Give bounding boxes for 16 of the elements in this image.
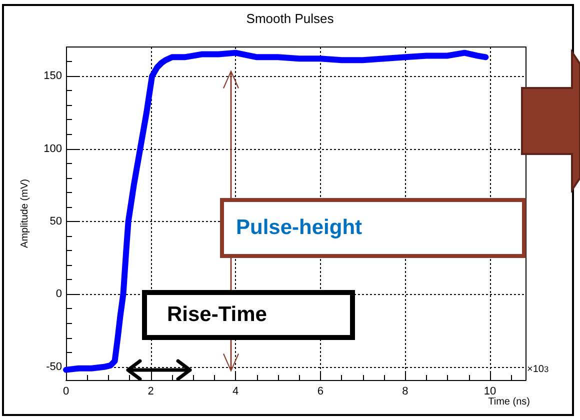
y-tick-label: 0 [56,288,62,300]
label-box: Pulse-height [220,198,526,258]
y-tick-label: 50 [50,216,62,228]
x-axis-title: Time (ns) [488,396,530,408]
y-axis-title: Amplitude (mV) [20,179,30,248]
x-tick-label: 0 [62,386,70,398]
label-box: Rise-Time [142,290,355,340]
chart-title: Smooth Pulses [246,11,334,26]
x-tick-label: 4 [232,386,239,398]
y-tick-label: 150 [44,70,62,82]
y-tick-label: -50 [46,360,62,373]
x-tick-label: 8 [402,386,408,398]
x-tick-label: 6 [317,386,324,398]
y-tick-label: 100 [44,142,62,155]
x-tick-label: 10 [484,386,496,398]
x-tick-label: 2 [148,386,154,398]
